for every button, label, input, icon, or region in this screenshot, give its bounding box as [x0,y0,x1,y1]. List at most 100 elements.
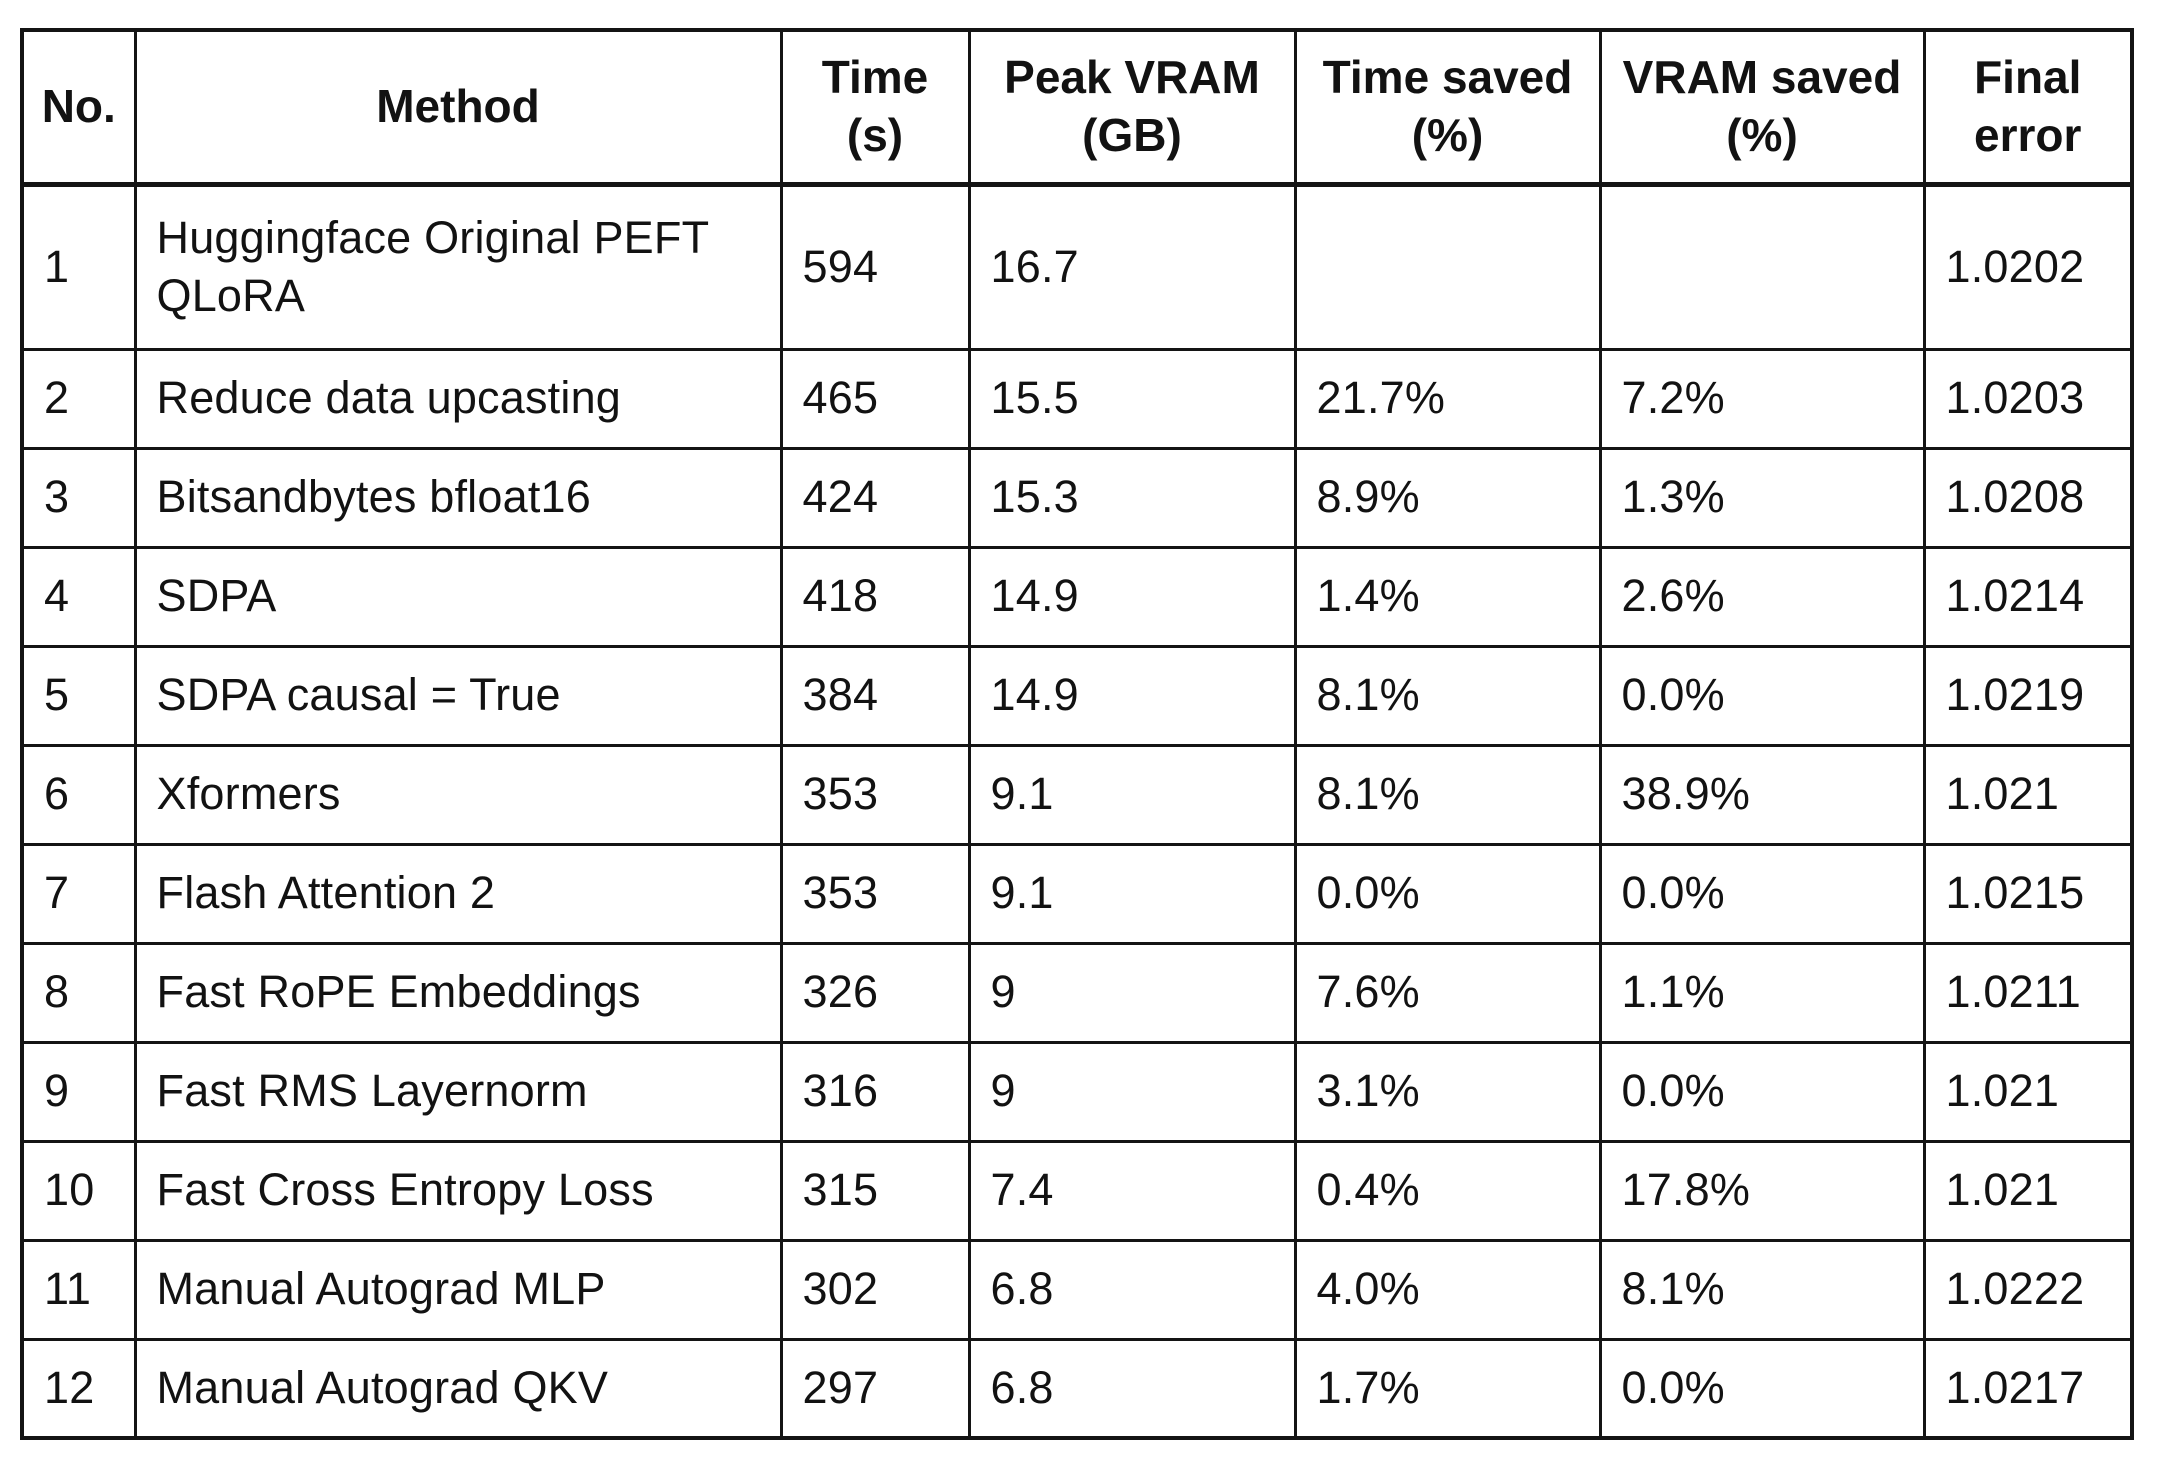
cell-vram-saved: 38.9% [1598,743,1926,846]
col-header-time-label: Time [821,50,929,103]
cell-time-saved: 1.7% [1293,1337,1602,1440]
table-header: No. Method Time (s) Peak VRAM (GB) Time … [20,28,2134,187]
cell-method: Bitsandbytes bfloat16 [133,446,783,549]
cell-row-number: 3 [20,446,137,549]
cell-final-error: 1.021 [1922,1139,2134,1242]
benchmark-table-container: No. Method Time (s) Peak VRAM (GB) Time … [20,28,2134,1440]
cell-final-error: 1.0222 [1922,1238,2134,1341]
cell-time-saved [1293,182,1602,351]
cell-final-error: 1.0202 [1922,182,2134,351]
table-row: 3 Bitsandbytes bfloat16 424 15.3 8.9% 1.3% 1.0… [20,446,2134,549]
col-header-no-label: No. [41,79,116,132]
col-header-final-error: Final error [1922,28,2134,187]
cell-vram-saved: 0.0% [1598,644,1926,747]
cell-row-number: 8 [20,941,137,1044]
cell-time-seconds: 418 [779,545,971,648]
col-header-final-error-label-2: error [1974,108,2082,161]
cell-final-error: 1.021 [1922,1040,2134,1143]
cell-time-saved: 0.0% [1293,842,1602,945]
cell-row-number: 9 [20,1040,137,1143]
col-header-peak-vram-label: Peak VRAM [1004,50,1260,103]
cell-vram-saved: 1.3% [1598,446,1926,549]
cell-vram-saved: 1.1% [1598,941,1926,1044]
cell-method: Manual Autograd QKV [133,1337,783,1440]
cell-method: Reduce data upcasting [133,347,783,450]
cell-row-number: 7 [20,842,137,945]
cell-final-error: 1.0219 [1922,644,2134,747]
cell-row-number: 6 [20,743,137,846]
cell-time-saved: 7.6% [1293,941,1602,1044]
col-header-time-unit: (s) [846,108,904,161]
cell-time-seconds: 384 [779,644,971,747]
cell-time-seconds: 353 [779,743,971,846]
cell-row-number: 11 [20,1238,137,1341]
col-header-peak-vram: Peak VRAM (GB) [967,28,1297,187]
cell-time-seconds: 594 [779,182,971,351]
cell-method: Fast RMS Layernorm [133,1040,783,1143]
cell-row-number: 5 [20,644,137,747]
cell-time-saved: 3.1% [1293,1040,1602,1143]
cell-time-seconds: 353 [779,842,971,945]
cell-peak-vram: 9 [967,1040,1297,1143]
header-row: No. Method Time (s) Peak VRAM (GB) Time … [20,28,2134,187]
col-header-method: Method [133,28,783,187]
table-row: 2 Reduce data upcasting 465 15.5 21.7% 7.2% 1.… [20,347,2134,450]
col-header-vram-saved: VRAM saved (%) [1598,28,1926,187]
cell-final-error: 1.0211 [1922,941,2134,1044]
cell-time-saved: 8.1% [1293,644,1602,747]
cell-method: Xformers [133,743,783,846]
cell-time-saved: 4.0% [1293,1238,1602,1341]
cell-vram-saved: 7.2% [1598,347,1926,450]
table-row: 5 SDPA causal = True 384 14.9 8.1% 0.0% 1.0219 [20,644,2134,747]
col-header-peak-vram-unit: (GB) [1082,108,1182,161]
cell-final-error: 1.0208 [1922,446,2134,549]
cell-final-error: 1.0217 [1922,1337,2134,1440]
cell-final-error: 1.0214 [1922,545,2134,648]
cell-time-saved: 0.4% [1293,1139,1602,1242]
cell-row-number: 10 [20,1139,137,1242]
cell-peak-vram: 7.4 [967,1139,1297,1242]
cell-peak-vram: 9.1 [967,743,1297,846]
col-header-time: Time (s) [779,28,971,187]
cell-row-number: 2 [20,347,137,450]
table-row: 8 Fast RoPE Embeddings 326 9 7.6% 1.1% 1.0211 [20,941,2134,1044]
cell-peak-vram: 15.5 [967,347,1297,450]
table-row: 7 Flash Attention 2 353 9.1 0.0% 0.0% 1.0215 [20,842,2134,945]
cell-method: Manual Autograd MLP [133,1238,783,1341]
cell-final-error: 1.0215 [1922,842,2134,945]
cell-time-seconds: 316 [779,1040,971,1143]
cell-method: Flash Attention 2 [133,842,783,945]
cell-vram-saved: 0.0% [1598,1040,1926,1143]
cell-time-saved: 8.1% [1293,743,1602,846]
cell-vram-saved: 17.8% [1598,1139,1926,1242]
cell-method: Fast RoPE Embeddings [133,941,783,1044]
cell-time-seconds: 297 [779,1337,971,1440]
cell-vram-saved: 8.1% [1598,1238,1926,1341]
cell-time-seconds: 326 [779,941,971,1044]
table-row: 11 Manual Autograd MLP 302 6.8 4.0% 8.1% 1.022… [20,1238,2134,1341]
cell-peak-vram: 14.9 [967,545,1297,648]
table-row: 12 Manual Autograd QKV 297 6.8 1.7% 0.0% 1.021… [20,1337,2134,1440]
cell-time-saved: 8.9% [1293,446,1602,549]
cell-peak-vram: 9.1 [967,842,1297,945]
benchmark-table: No. Method Time (s) Peak VRAM (GB) Time … [20,28,2134,1440]
cell-time-seconds: 302 [779,1238,971,1341]
col-header-time-saved-unit: (%) [1411,108,1484,161]
cell-peak-vram: 6.8 [967,1337,1297,1440]
cell-method: Fast Cross Entropy Loss [133,1139,783,1242]
cell-peak-vram: 9 [967,941,1297,1044]
col-header-vram-saved-unit: (%) [1726,108,1798,161]
cell-time-saved: 1.4% [1293,545,1602,648]
col-header-time-saved: Time saved (%) [1293,28,1602,187]
cell-peak-vram: 15.3 [967,446,1297,549]
table-row: 10 Fast Cross Entropy Loss 315 7.4 0.4% 17.8%… [20,1139,2134,1242]
col-header-time-saved-label: Time saved [1322,50,1573,103]
cell-vram-saved [1598,182,1926,351]
cell-method: Huggingface Original PEFT QLoRA [133,182,783,351]
col-header-vram-saved-label: VRAM saved [1622,50,1902,103]
cell-vram-saved: 0.0% [1598,1337,1926,1440]
cell-row-number: 1 [20,182,137,351]
cell-method: SDPA [133,545,783,648]
cell-peak-vram: 14.9 [967,644,1297,747]
cell-vram-saved: 0.0% [1598,842,1926,945]
